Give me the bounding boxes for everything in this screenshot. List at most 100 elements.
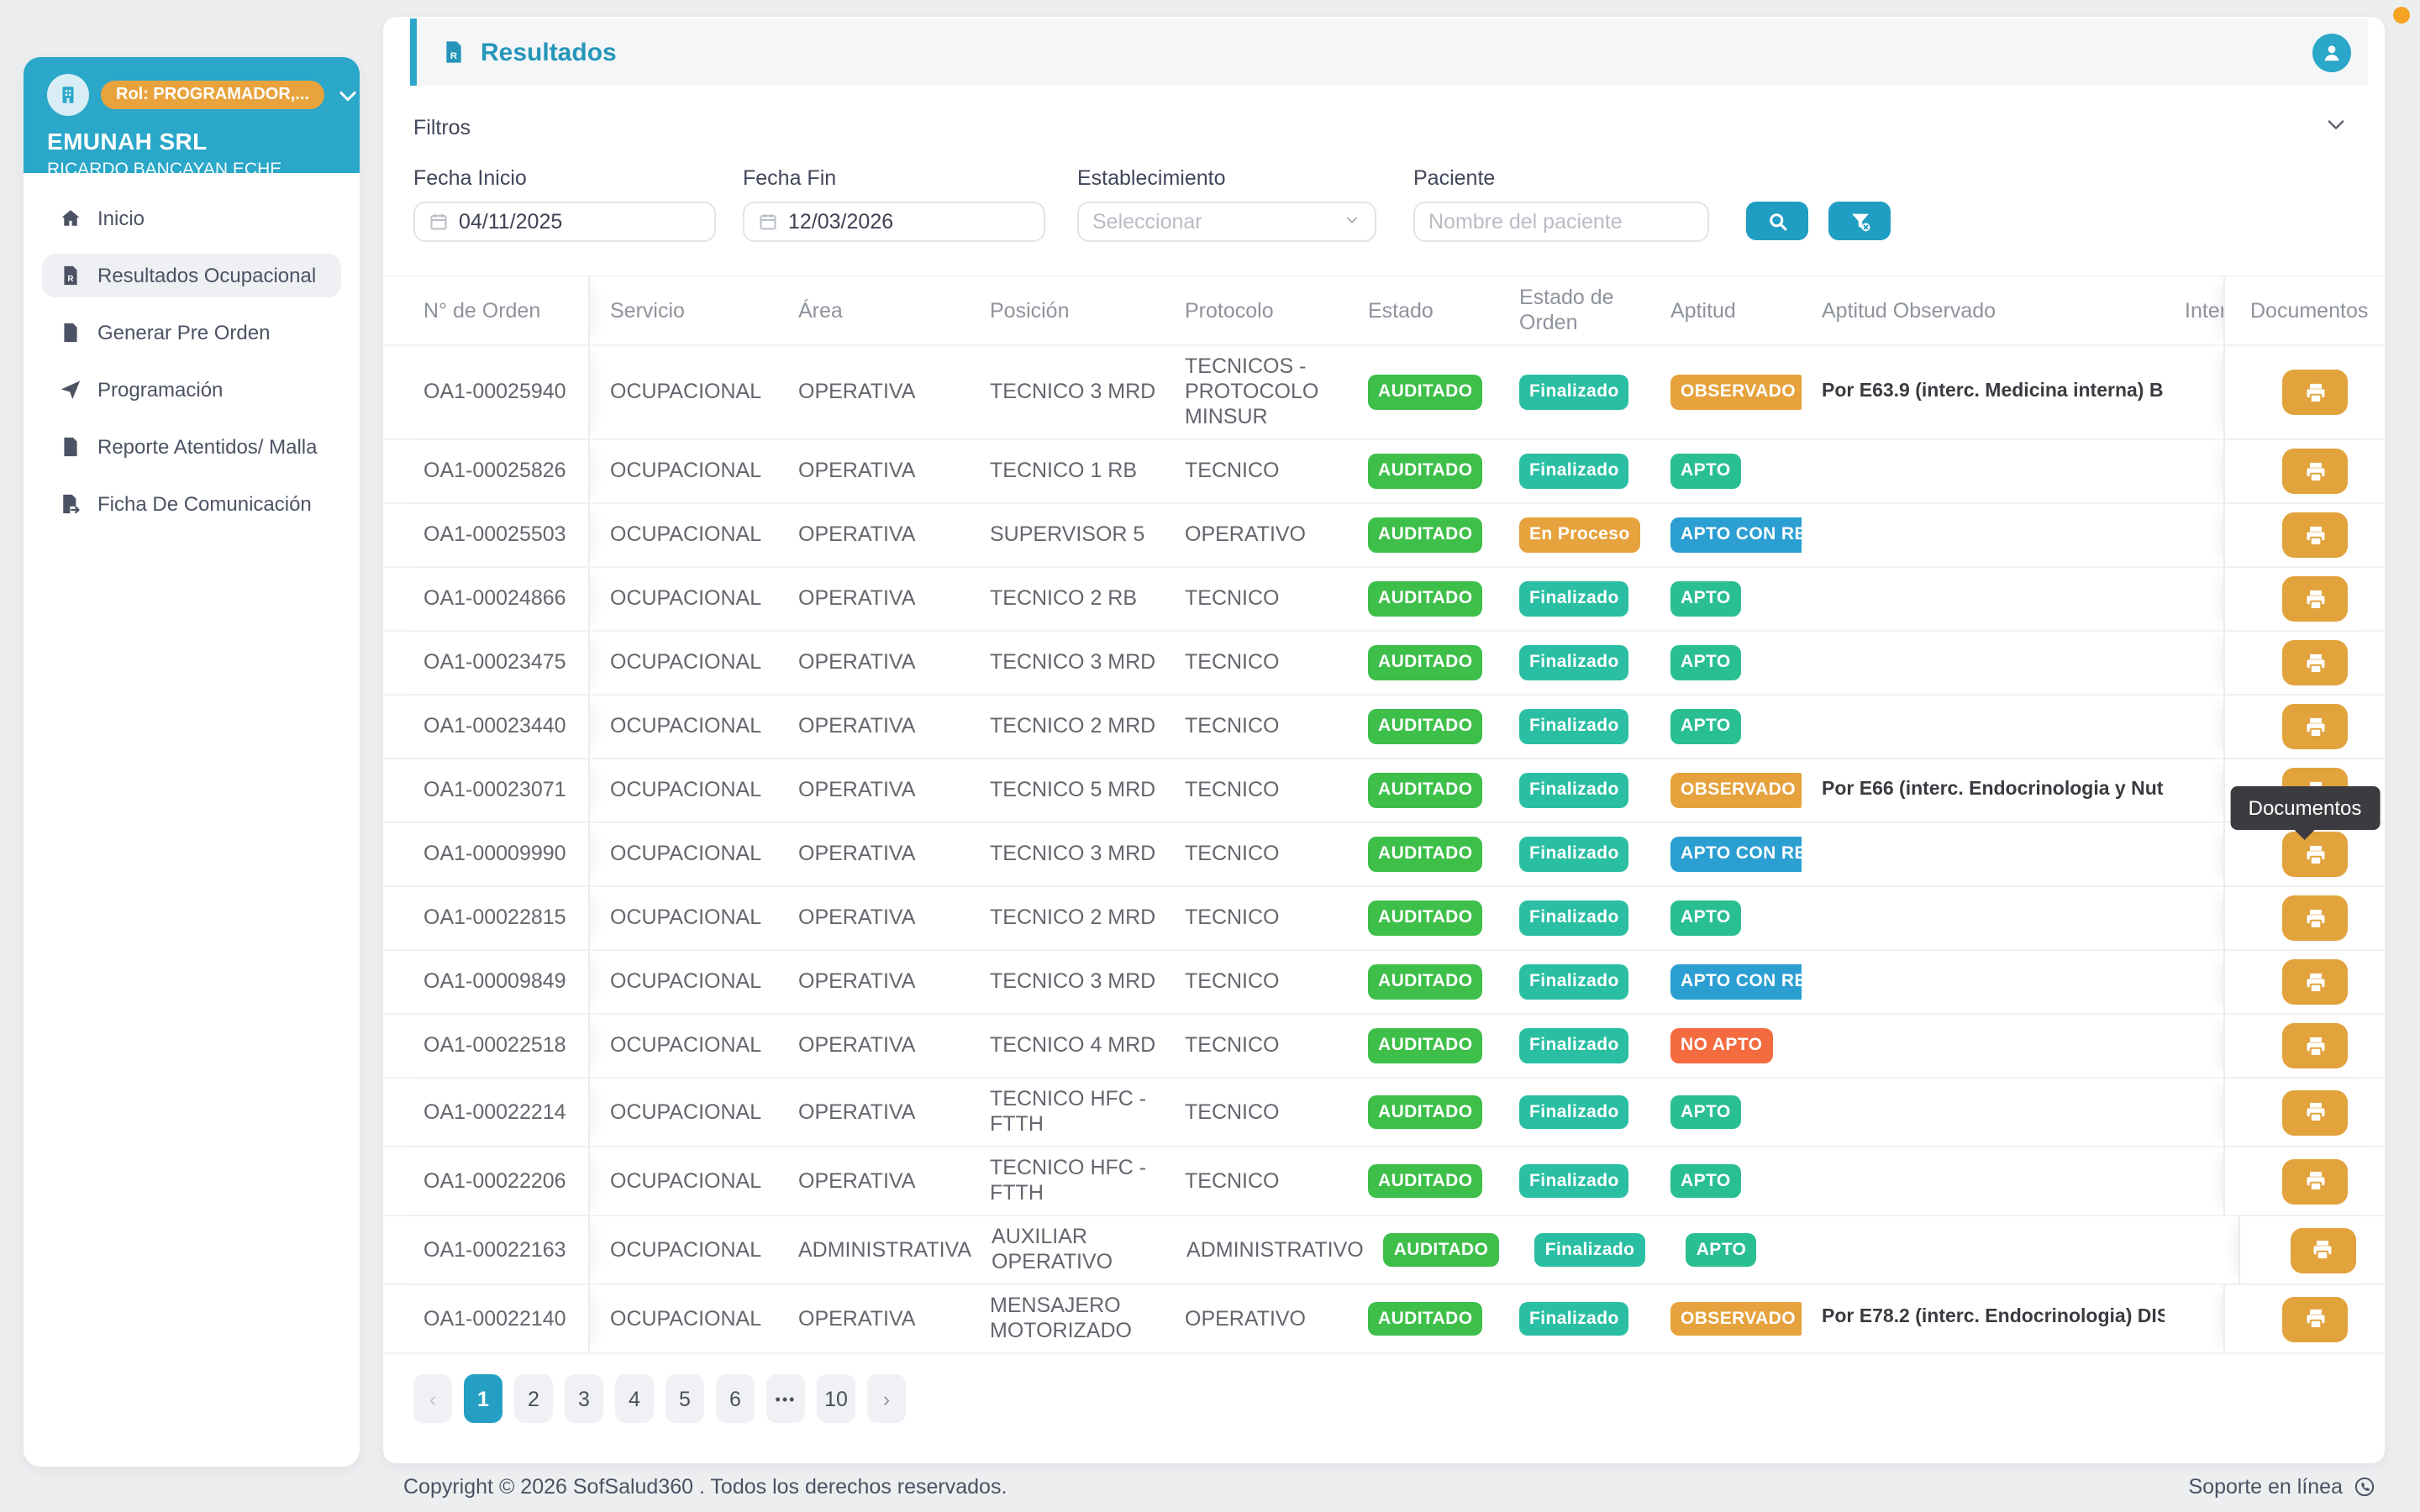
sidebar-item-reporte-atentidos[interactable]: Reporte Atentidos/ Malla — [42, 425, 341, 469]
area-cell: OPERATIVA — [778, 514, 970, 556]
page-button[interactable]: 5 — [666, 1374, 704, 1423]
printer-icon — [2303, 715, 2327, 738]
estado-orden-badge: Finalizado — [1519, 454, 1629, 488]
documentos-cell — [2223, 632, 2385, 694]
estado-badge: AUDITADO — [1368, 517, 1482, 552]
interconsulta-cell — [2165, 846, 2223, 863]
column-header: Servicio — [590, 290, 778, 332]
estado-badge: AUDITADO — [1368, 581, 1482, 616]
table-row: OA1-00025503 OCUPACIONAL OPERATIVA SUPER… — [383, 504, 2385, 568]
print-documents-button[interactable] — [2282, 959, 2348, 1005]
sidebar-item-ficha-comunicacion[interactable]: Ficha De Comunicación — [42, 482, 341, 526]
aptitud-badge: APTO — [1670, 1163, 1741, 1198]
page-button[interactable]: 6 — [716, 1374, 755, 1423]
estado-cell: AUDITADO — [1348, 892, 1499, 943]
file-rx-icon: R — [59, 264, 82, 287]
page-button[interactable]: › — [867, 1374, 906, 1423]
page-button[interactable]: 10 — [817, 1374, 855, 1423]
print-documents-button[interactable] — [2282, 576, 2348, 622]
print-documents-button[interactable] — [2282, 512, 2348, 558]
page-button[interactable]: 3 — [565, 1374, 603, 1423]
print-documents-button[interactable] — [2282, 1023, 2348, 1068]
estado-orden-cell: Finalizado — [1499, 1086, 1650, 1137]
estado-cell: AUDITADO — [1348, 637, 1499, 688]
print-documents-button[interactable] — [2282, 895, 2348, 941]
aptitud-observado-cell — [1802, 910, 2165, 927]
print-documents-button[interactable] — [2282, 370, 2348, 415]
search-button[interactable] — [1746, 202, 1808, 240]
servicio-cell: OCUPACIONAL — [590, 1160, 778, 1202]
print-documents-button[interactable] — [2282, 1296, 2348, 1341]
aptitud-observado-cell — [1802, 1173, 2165, 1189]
protocolo-cell: TECNICO — [1165, 706, 1348, 748]
user-avatar[interactable] — [2312, 33, 2351, 71]
estado-orden-badge: Finalizado — [1519, 1095, 1629, 1129]
estado-orden-badge: Finalizado — [1535, 1232, 1645, 1267]
print-documents-button[interactable] — [2282, 704, 2348, 749]
estado-badge: AUDITADO — [1368, 900, 1482, 935]
role-badge[interactable]: Rol: PROGRAMADOR,... — [101, 81, 324, 109]
sidebar-item-resultados-ocupacional[interactable]: R Resultados Ocupacional — [42, 254, 341, 297]
protocolo-cell: OPERATIVO — [1165, 514, 1348, 556]
aptitud-observado-cell — [1818, 1242, 2181, 1258]
print-documents-button[interactable] — [2290, 1227, 2355, 1273]
estado-orden-cell: Finalizado — [1499, 573, 1650, 624]
aptitud-cell: APTO — [1650, 1086, 1802, 1137]
print-documents-button[interactable] — [2282, 1089, 2348, 1135]
page-button[interactable]: 4 — [615, 1374, 654, 1423]
area-cell: OPERATIVA — [778, 706, 970, 748]
clear-filters-button[interactable] — [1828, 202, 1891, 240]
orden-cell: OA1-00023440 — [383, 696, 590, 758]
svg-text:R: R — [67, 275, 73, 284]
aptitud-observado-cell — [1802, 846, 2165, 863]
estado-orden-badge: Finalizado — [1519, 1301, 1629, 1336]
posicion-cell: TECNICO 3 MRD — [970, 642, 1165, 684]
servicio-cell: OCUPACIONAL — [590, 1298, 778, 1340]
fecha-fin-input[interactable]: 12/03/2026 — [743, 202, 1045, 242]
estado-orden-cell: Finalizado — [1499, 956, 1650, 1007]
aptitud-cell: APTO — [1650, 445, 1802, 496]
print-documents-button[interactable] — [2282, 832, 2348, 877]
sidebar-item-inicio[interactable]: Inicio — [42, 197, 341, 240]
estado-cell: AUDITADO — [1348, 701, 1499, 752]
estado-badge: AUDITADO — [1368, 1163, 1482, 1198]
filters-collapse-chevron-icon[interactable] — [2324, 113, 2348, 144]
estado-orden-badge: Finalizado — [1519, 375, 1629, 409]
estado-badge: AUDITADO — [1368, 773, 1482, 807]
calendar-icon — [429, 212, 449, 232]
print-documents-button[interactable] — [2282, 640, 2348, 685]
sidebar-item-label: Reporte Atentidos/ Malla — [97, 435, 318, 459]
documentos-cell — [2223, 1285, 2385, 1352]
print-documents-button[interactable] — [2282, 449, 2348, 494]
posicion-cell: TECNICO 1 RB — [970, 450, 1165, 492]
documentos-cell — [2223, 1015, 2385, 1077]
page-button[interactable]: ‹ — [413, 1374, 452, 1423]
page-button[interactable]: 2 — [514, 1374, 553, 1423]
sidebar-menu: Inicio R Resultados Ocupacional Generar … — [24, 173, 360, 526]
print-documents-button[interactable] — [2282, 1158, 2348, 1204]
sidebar-item-generar-pre-orden[interactable]: Generar Pre Orden — [42, 311, 341, 354]
orden-cell: OA1-00022140 — [383, 1285, 590, 1352]
page-button[interactable]: ••• — [766, 1374, 805, 1423]
estado-badge: AUDITADO — [1368, 1028, 1482, 1063]
aptitud-cell: APTO — [1650, 701, 1802, 752]
area-cell: OPERATIVA — [778, 450, 970, 492]
page-button[interactable]: 1 — [464, 1374, 502, 1423]
aptitud-cell: APTO — [1650, 892, 1802, 943]
account-chevron-down-icon[interactable] — [336, 83, 360, 107]
fecha-inicio-input[interactable]: 04/11/2025 — [413, 202, 716, 242]
aptitud-cell: APTO — [1650, 637, 1802, 688]
support-link[interactable]: Soporte en línea — [2189, 1475, 2377, 1499]
paciente-input[interactable]: Nombre del paciente — [1413, 202, 1709, 242]
establecimiento-select[interactable]: Seleccionar — [1077, 202, 1376, 242]
estado-cell: AUDITADO — [1348, 445, 1499, 496]
printer-icon — [2303, 970, 2327, 994]
estado-orden-cell: Finalizado — [1499, 637, 1650, 688]
sidebar-item-programacion[interactable]: Programación — [42, 368, 341, 412]
filters-title: Filtros — [413, 116, 2348, 139]
interconsulta-cell — [2165, 910, 2223, 927]
area-cell: ADMINISTRATIVA — [778, 1229, 971, 1271]
estado-badge: AUDITADO — [1368, 709, 1482, 743]
estado-cell: AUDITADO — [1348, 366, 1499, 417]
person-icon — [2319, 39, 2344, 65]
